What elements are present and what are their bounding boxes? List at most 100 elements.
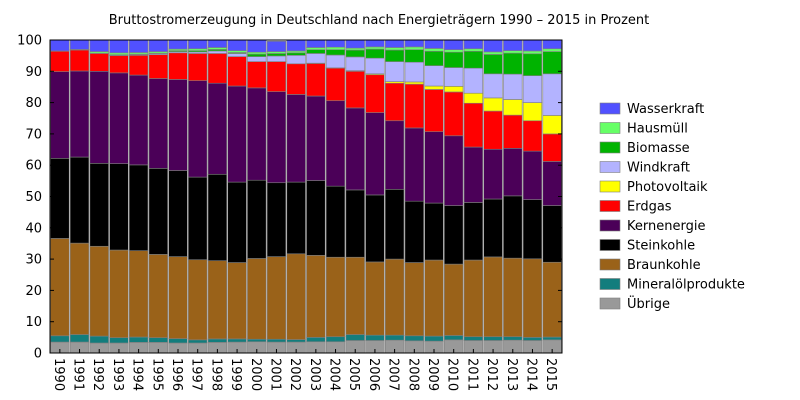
bar-segment-2002-1	[286, 339, 306, 343]
legend-label: Übrige	[627, 295, 670, 312]
x-tick-label: 2007	[386, 358, 401, 391]
bar-segment-2015-10	[542, 39, 562, 50]
bar-segment-1998-2	[207, 260, 228, 340]
bar-segment-2001-5	[266, 61, 287, 92]
x-tick-label: 2014	[523, 358, 538, 391]
bar-segment-2002-8	[286, 52, 306, 56]
bar-segment-2001-2	[266, 256, 287, 340]
bar-segment-1991-1	[69, 334, 90, 343]
bar-segment-2009-1	[424, 335, 444, 342]
bar-segment-2013-5	[503, 114, 523, 149]
bar-segment-2014-1	[522, 337, 543, 341]
bar-segment-2003-10	[306, 39, 326, 48]
bar-segment-2007-8	[384, 49, 405, 62]
legend-swatch	[599, 122, 621, 134]
bar-segment-2015-8	[542, 51, 562, 75]
x-tick-label: 2009	[425, 358, 440, 391]
x-tick-label: 2002	[287, 358, 302, 391]
chart-title: Bruttostromerzeugung in Deutschland nach…	[109, 13, 650, 28]
y-tick-label: 60	[25, 159, 42, 174]
x-tick-label: 1998	[208, 358, 223, 391]
bar-segment-2012-2	[483, 256, 503, 338]
bar-segment-2008-3	[404, 200, 424, 263]
bar-segment-2004-9	[325, 46, 346, 51]
bar-segment-2003-5	[306, 63, 326, 97]
bar-segment-2015-9	[542, 48, 562, 52]
bar-segment-1990-5	[50, 50, 70, 72]
x-tick-label: 1996	[169, 358, 184, 391]
bar-segment-1992-2	[89, 245, 109, 337]
bar-segment-2009-9	[424, 48, 444, 52]
bar-segment-2002-7	[286, 55, 306, 65]
bar-segment-2012-1	[483, 336, 503, 341]
x-tick-label: 1994	[130, 358, 145, 391]
bar-segment-2001-8	[266, 53, 287, 57]
bar-segment-2001-10	[266, 40, 287, 52]
x-tick-label: 2005	[346, 358, 361, 391]
bar-segment-1990-3	[50, 158, 70, 239]
bar-segment-2008-5	[404, 83, 424, 129]
legend-swatch	[599, 180, 621, 193]
bar-segment-2000-3	[247, 179, 267, 259]
bar-segment-2007-3	[384, 189, 405, 260]
bar-segment-2005-2	[345, 256, 365, 335]
bar-segment-1999-3	[227, 181, 247, 263]
bar-segment-2007-2	[384, 258, 405, 336]
bar-stack-area	[50, 39, 562, 354]
bar-segment-2010-1	[444, 335, 464, 341]
legend-label: Mineralölprodukte	[627, 278, 745, 293]
bar-segment-1993-1	[109, 337, 129, 344]
legend-label: Erdgas	[627, 200, 672, 215]
plot-frame	[49, 39, 563, 354]
bar-segment-2011-9	[463, 48, 484, 52]
bar-segment-2009-6	[424, 85, 444, 90]
legend-swatch	[599, 239, 621, 251]
bar-segment-1995-10	[148, 39, 168, 52]
bar-segment-1999-4	[227, 85, 247, 183]
bar-segment-2005-8	[345, 49, 365, 58]
bar-segment-2004-5	[325, 67, 346, 102]
bar-segment-2014-6	[522, 102, 543, 122]
bar-segment-2011-1	[463, 336, 484, 341]
bar-segment-2014-4	[522, 150, 543, 200]
bar-segment-2007-4	[384, 120, 405, 190]
bar-segment-1998-1	[207, 338, 228, 343]
bar-segment-1994-10	[128, 39, 149, 53]
y-tick-label: 0	[34, 347, 42, 362]
bar-segment-1991-4	[69, 70, 90, 158]
bar-segment-2013-1	[503, 336, 523, 341]
bar-segment-2015-3	[542, 205, 562, 263]
bar-segment-2002-5	[286, 63, 306, 95]
legend-swatch	[599, 141, 621, 154]
bar-segment-2012-8	[483, 54, 503, 75]
x-tick-label: 1992	[90, 358, 105, 391]
bar-segment-1998-3	[207, 173, 228, 261]
bar-segment-1996-1	[168, 338, 188, 344]
bar-segment-2010-8	[444, 51, 464, 68]
bar-segment-2004-4	[325, 100, 346, 187]
legend-label: Biomasse	[627, 141, 690, 156]
bar-segment-2009-8	[424, 50, 444, 66]
bar-segment-2010-6	[444, 86, 464, 93]
bar-segment-1999-1	[227, 338, 247, 343]
legend-swatch	[599, 278, 621, 290]
bar-segment-2007-7	[384, 61, 405, 82]
x-tick-label: 1993	[110, 358, 125, 391]
bar-segment-2013-4	[503, 148, 523, 197]
bar-segment-2003-3	[306, 180, 326, 256]
bar-segment-1997-10	[188, 39, 208, 50]
legend-swatch	[599, 297, 621, 310]
bar-segment-1992-5	[89, 53, 109, 72]
bar-segment-1997-4	[188, 80, 208, 178]
x-tick-label: 2003	[307, 358, 322, 391]
bar-segment-2010-7	[444, 67, 464, 87]
bar-segment-2008-4	[404, 127, 424, 202]
bar-segment-2011-4	[463, 146, 484, 203]
bar-segment-2005-10	[345, 39, 365, 49]
bar-segment-1997-1	[188, 339, 208, 344]
y-tick-label: 80	[25, 96, 42, 111]
bar-segment-2004-7	[325, 54, 346, 69]
legend-swatch	[599, 200, 621, 212]
x-tick-label: 2015	[543, 358, 558, 391]
